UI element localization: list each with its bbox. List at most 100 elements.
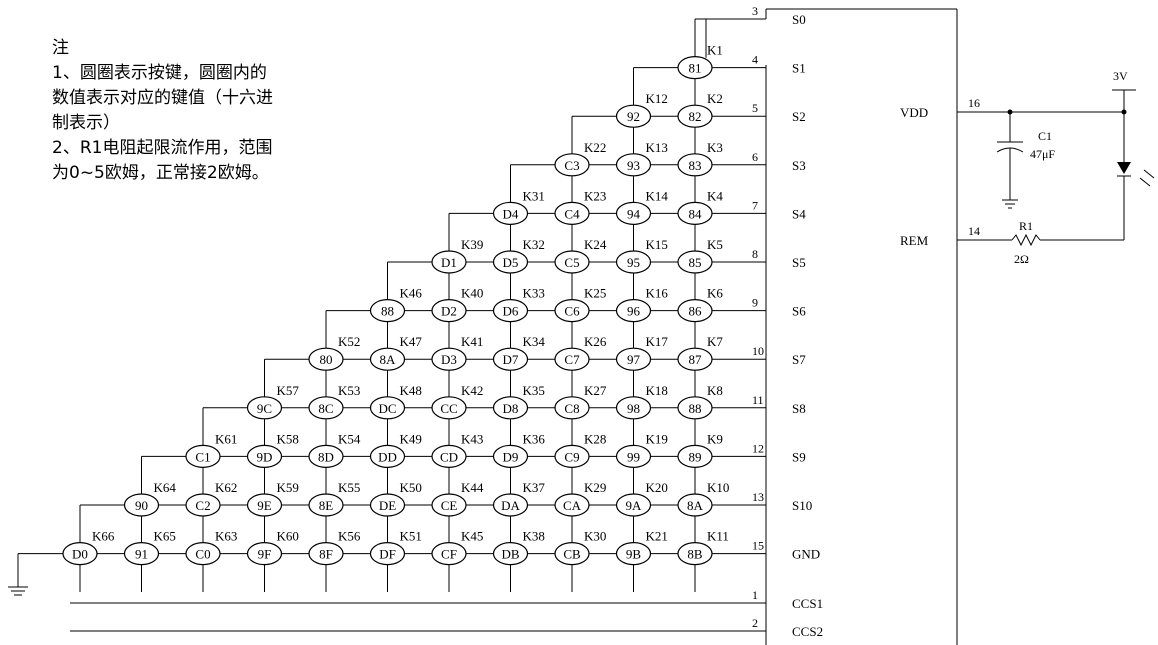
key-value-k57: 9C	[257, 401, 272, 416]
key-ref-k61: K61	[215, 431, 237, 446]
pin-name-gnd: GND	[792, 547, 820, 562]
key-ref-k56: K56	[338, 529, 361, 544]
key-button-k39	[431, 250, 467, 274]
key-k11: 8B K11	[677, 529, 729, 566]
key-ref-k39: K39	[461, 237, 483, 252]
key-k24: C5 K24	[554, 237, 607, 274]
pin-number-15: 15	[752, 539, 764, 553]
key-button-k21	[615, 541, 652, 566]
key-k19: 99 K19	[615, 431, 668, 468]
key-value-k53: 8C	[318, 401, 333, 416]
key-button-k40	[431, 299, 467, 323]
key-button-k59	[246, 493, 283, 517]
key-k14: 94 K14	[615, 188, 668, 225]
key-value-k28: C9	[564, 449, 579, 464]
key-k39: D1 K39	[431, 237, 483, 274]
key-ref-k41: K41	[461, 334, 483, 349]
key-k36: D9 K36	[492, 431, 545, 468]
key-ref-k25: K25	[584, 286, 606, 301]
key-value-k51: DF	[379, 547, 396, 562]
key-button-k19	[615, 444, 652, 468]
key-value-k19: 99	[627, 449, 640, 464]
key-value-k54: 8D	[318, 449, 334, 464]
pin-name-s6: S6	[792, 304, 806, 319]
key-button-k53	[308, 396, 344, 420]
key-ref-k24: K24	[584, 237, 607, 252]
key-layer: 81 K1 92 K12 82 K2 C3 K22 93 K13 83 K3 D4 K31 C4 K23 94 K…	[62, 43, 729, 566]
key-ref-k34: K34	[523, 334, 546, 349]
key-k57: 9C K57	[246, 383, 299, 420]
key-button-k44	[431, 493, 467, 517]
key-k23: C4 K23	[554, 188, 606, 225]
key-ref-k23: K23	[584, 188, 606, 203]
key-k33: D6 K33	[492, 286, 545, 323]
key-k27: C8 K27	[554, 383, 607, 420]
key-ref-k16: K16	[646, 286, 669, 301]
led-emit-arrow-2	[1143, 169, 1155, 179]
key-k26: C7 K26	[554, 334, 607, 371]
pin-name-rem: REM	[900, 233, 929, 248]
key-button-k55	[308, 493, 344, 517]
key-ref-k22: K22	[584, 140, 606, 155]
key-ref-k7: K7	[707, 334, 723, 349]
key-k65: 91 K65	[123, 529, 176, 566]
key-value-k45: CF	[441, 547, 457, 562]
key-k53: 8C K53	[308, 383, 360, 420]
key-button-k48	[369, 396, 406, 420]
key-ref-k27: K27	[584, 383, 607, 398]
key-button-k43	[431, 444, 467, 468]
key-ref-k30: K30	[584, 529, 606, 544]
key-value-k42: CC	[440, 401, 457, 416]
key-k18: 98 K18	[615, 383, 668, 420]
key-value-k2: 82	[689, 109, 702, 124]
key-button-k63	[185, 541, 221, 566]
key-value-k35: D8	[503, 401, 519, 416]
key-value-k11: 8B	[687, 547, 703, 562]
key-button-k24	[554, 250, 590, 274]
key-value-k27: C8	[564, 401, 579, 416]
key-button-k58	[246, 444, 283, 468]
key-k9: 89 K9	[677, 431, 723, 468]
key-button-k20	[615, 493, 652, 517]
key-value-k59: 9E	[257, 498, 272, 513]
key-button-k2	[677, 104, 713, 128]
r1-value: 2Ω	[1014, 252, 1029, 266]
key-ref-k2: K2	[707, 91, 723, 106]
key-k25: C6 K25	[554, 286, 606, 323]
key-value-k3: 83	[689, 158, 702, 173]
key-k51: DF K51	[369, 529, 422, 566]
key-button-k34	[492, 347, 529, 371]
key-button-k6	[677, 299, 713, 323]
key-value-k17: 97	[627, 352, 641, 367]
key-ref-k13: K13	[646, 140, 668, 155]
key-ref-k12: K12	[646, 91, 668, 106]
key-k41: D3 K41	[431, 334, 483, 371]
key-ref-k8: K8	[707, 383, 723, 398]
key-k59: 9E K59	[246, 480, 299, 517]
key-k35: D8 K35	[492, 383, 545, 420]
key-button-k4	[677, 201, 713, 225]
key-ref-k10: K10	[707, 480, 729, 495]
key-value-k6: 86	[689, 304, 703, 319]
key-button-k23	[554, 201, 590, 225]
key-k4: 84 K4	[677, 188, 723, 225]
led-emit-arrow-1	[1139, 177, 1151, 187]
key-value-k22: C3	[564, 158, 579, 173]
pin-name-s1: S1	[792, 61, 806, 76]
key-button-k35	[492, 396, 529, 420]
key-value-k15: 95	[627, 255, 640, 270]
key-button-k27	[554, 396, 590, 420]
key-button-k42	[431, 396, 467, 420]
key-ref-k6: K6	[707, 286, 723, 301]
key-k63: C0 K63	[185, 529, 237, 566]
key-ref-k64: K64	[154, 480, 177, 495]
pin-name-ccs1: CCS1	[792, 596, 823, 611]
key-value-k60: 9F	[258, 547, 272, 562]
note-line-4: 2、R1电阻起限流作用，范围	[52, 138, 273, 158]
key-value-k9: 89	[689, 449, 702, 464]
key-value-k25: C6	[564, 304, 580, 319]
key-button-k65	[123, 541, 160, 566]
